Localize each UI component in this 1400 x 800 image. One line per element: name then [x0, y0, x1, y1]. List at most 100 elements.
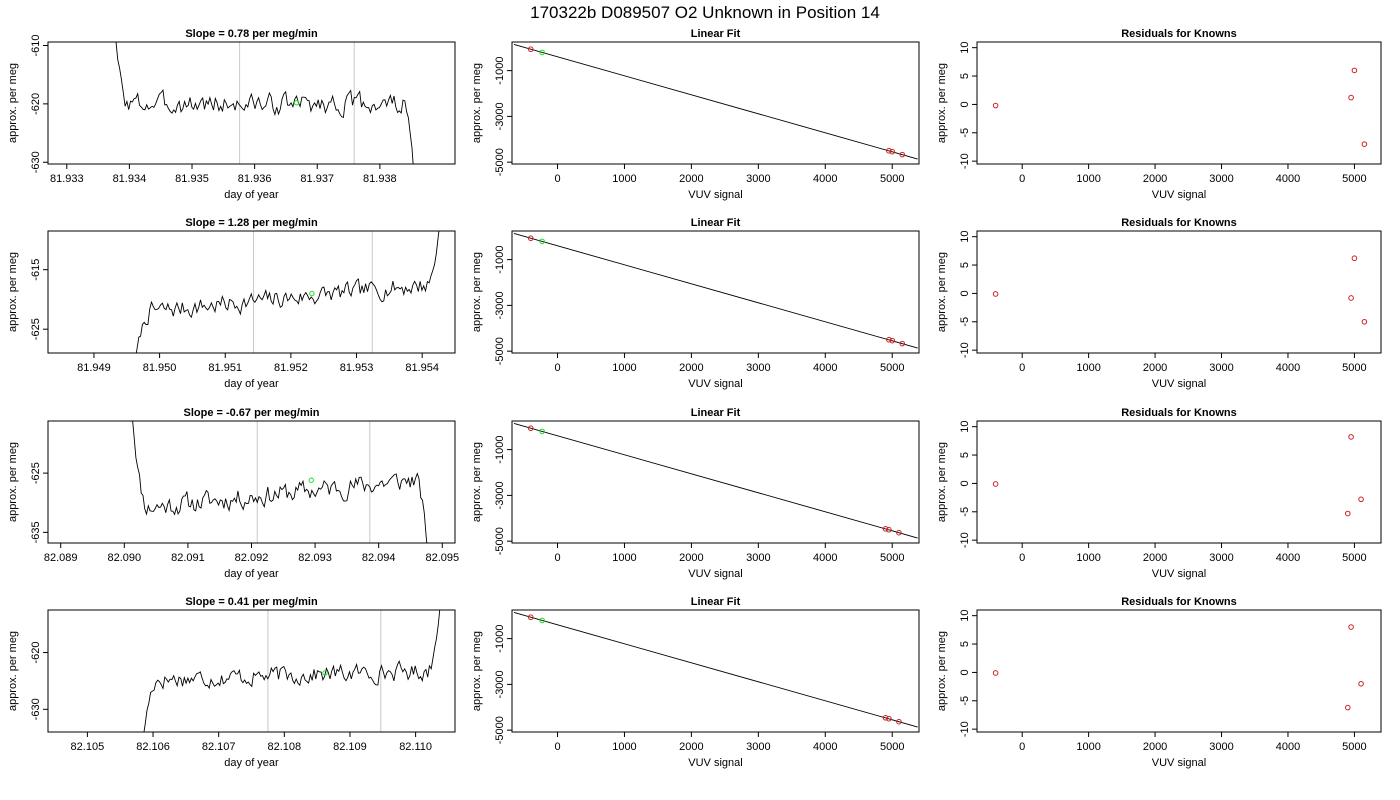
unknown-mean-point: [322, 670, 328, 676]
panel-2: Residuals for Knowns 0 1000 2000 3000 4000 500…: [936, 28, 1382, 201]
x-axis-label: VUV signal: [1152, 378, 1206, 390]
panel-frame: [511, 41, 920, 165]
plot-area: [992, 255, 1368, 325]
panel-frame: [976, 609, 1382, 733]
x-tick-label: 2000: [1143, 741, 1167, 753]
x-tick-label: 81.936: [238, 173, 272, 185]
y-tick-label: -610: [30, 34, 42, 56]
known-point: [992, 102, 999, 109]
plot-area: [992, 67, 1368, 147]
y-tick-label: 10: [959, 421, 971, 433]
plot-area: [513, 423, 918, 539]
signal-trace: [115, 42, 414, 164]
plot-area: [992, 624, 1364, 711]
unknown-point: [539, 428, 545, 435]
y-tick-label: -625: [30, 462, 42, 484]
plot-area: [513, 233, 918, 349]
plot-area: [992, 434, 1364, 517]
known-point: [527, 235, 534, 242]
known-point: [1344, 510, 1351, 517]
x-tick-label: 0: [554, 741, 560, 753]
x-tick-label: 0: [554, 552, 560, 564]
unknown-mean-point: [309, 290, 315, 297]
x-tick-label: 0: [554, 362, 560, 374]
x-tick-label: 5000: [880, 741, 904, 753]
y-axis-label: approx. per meg: [936, 631, 948, 711]
x-tick-label: 82.092: [235, 552, 269, 564]
x-tick-label: 1000: [612, 173, 636, 185]
x-tick-label: 81.938: [363, 173, 397, 185]
plot-area: [135, 231, 440, 353]
panel-1: Linear Fit 0 1000 2000 3000 4000 5000 -5000 -300…: [471, 28, 920, 201]
known-point: [1348, 624, 1354, 630]
x-tick-label: 82.091: [171, 552, 205, 564]
y-axis-label: approx. per meg: [471, 442, 483, 522]
x-tick-label: 0: [1019, 741, 1025, 753]
x-tick-label: 4000: [1276, 741, 1300, 753]
x-axis-label: VUV signal: [688, 378, 742, 390]
x-tick-label: 82.107: [202, 741, 236, 753]
y-axis-label: approx. per meg: [7, 442, 19, 522]
panel-frame: [47, 420, 456, 544]
x-tick-label: 82.094: [362, 552, 396, 564]
y-tick-label: -5000: [494, 716, 506, 744]
x-axis-label: VUV signal: [1152, 568, 1206, 580]
panel-title: Slope = -0.67 per meg/min: [183, 407, 319, 419]
y-tick-label: -620: [30, 642, 42, 664]
y-axis-label: approx. per meg: [7, 63, 19, 143]
known-point: [896, 718, 902, 725]
x-tick-label: 2000: [679, 173, 703, 185]
x-axis-label: day of year: [224, 378, 279, 390]
y-tick-label: -5000: [494, 337, 506, 365]
plot-area: [513, 44, 918, 160]
x-tick-label: 81.949: [77, 362, 111, 374]
y-tick-label: -10: [959, 153, 971, 169]
x-tick-label: 82.110: [399, 741, 432, 753]
y-axis-label: approx. per meg: [471, 63, 483, 143]
panel-title: Linear Fit: [691, 28, 741, 40]
panel-frame: [47, 41, 456, 165]
x-tick-label: 5000: [880, 173, 904, 185]
known-point: [1348, 94, 1354, 101]
x-tick-label: 3000: [746, 552, 770, 564]
y-tick-label: 5: [959, 73, 971, 79]
x-tick-label: 81.950: [143, 362, 177, 374]
x-tick-label: 81.934: [113, 173, 147, 185]
known-point: [889, 148, 896, 155]
panel-title: Linear Fit: [691, 407, 741, 419]
y-tick-label: -1000: [494, 436, 506, 464]
known-point: [527, 614, 534, 621]
known-point: [1361, 318, 1368, 325]
y-tick-label: 10: [959, 231, 971, 243]
x-axis-label: day of year: [224, 757, 279, 769]
unknown-point: [539, 238, 545, 245]
panel-title: Residuals for Knowns: [1121, 217, 1237, 229]
x-tick-label: 4000: [1276, 362, 1300, 374]
x-tick-label: 1000: [1076, 741, 1100, 753]
x-tick-label: 0: [1019, 362, 1025, 374]
x-tick-label: 5000: [880, 362, 904, 374]
y-tick-label: 0: [959, 290, 971, 296]
known-point: [992, 481, 999, 487]
x-tick-label: 0: [554, 173, 560, 185]
x-axis-label: VUV signal: [688, 757, 742, 769]
y-tick-label: -5: [959, 128, 971, 138]
panel-frame: [511, 230, 920, 354]
plot-area: [143, 610, 441, 732]
known-point: [1358, 680, 1364, 687]
x-tick-label: 82.109: [333, 741, 367, 753]
x-tick-label: 3000: [1209, 741, 1233, 753]
known-point: [886, 336, 892, 343]
x-tick-label: 2000: [1143, 552, 1167, 564]
x-tick-label: 5000: [880, 552, 904, 564]
panel-4: Linear Fit 0 1000 2000 3000 4000 5000 -5000 -300…: [471, 217, 920, 390]
x-tick-label: 82.090: [107, 552, 141, 564]
x-tick-label: 81.933: [50, 173, 84, 185]
known-point: [899, 340, 906, 347]
x-tick-label: 3000: [746, 362, 770, 374]
panel-10: Linear Fit 0 1000 2000 3000 4000 5000 -5000 -300…: [471, 596, 920, 769]
x-axis-label: VUV signal: [1152, 757, 1206, 769]
signal-trace: [132, 421, 428, 543]
panel-frame: [976, 420, 1382, 544]
x-tick-label: 81.952: [274, 362, 308, 374]
